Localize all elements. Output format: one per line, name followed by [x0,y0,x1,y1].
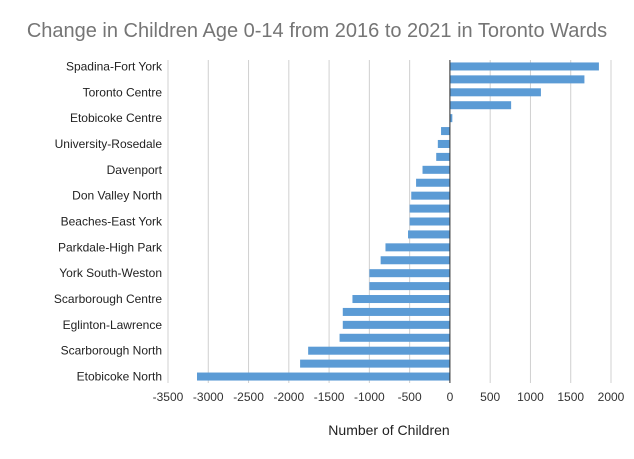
bar-17 [369,282,450,291]
bar-7 [436,152,450,161]
bar-12 [409,217,450,226]
x-axis-title: Number of Children [328,422,450,438]
y-category-label: Beaches-East York [61,215,163,229]
x-tick-label: 0 [447,390,454,404]
bar-13 [408,230,450,239]
y-category-label: Etobicoke Centre [70,111,162,125]
y-category-label: University-Rosedale [55,137,163,151]
bar-9 [416,178,450,187]
bar-19 [342,307,450,316]
bar-16 [369,269,450,278]
x-tick-label: 2000 [598,390,625,404]
bar-3 [449,101,512,110]
y-category-label: Don Valley North [72,189,162,203]
bar-14 [385,243,450,252]
y-category-label: Eglinton-Lawrence [63,318,163,332]
bar-0 [449,62,599,71]
bar-6 [437,139,450,148]
bar-5 [441,127,450,136]
bar-15 [380,256,450,265]
y-category-label: Scarborough North [61,344,162,358]
x-tick-label: -2500 [233,390,264,404]
x-tick-label: -2000 [273,390,304,404]
y-category-label: York South-Weston [59,266,162,280]
x-tick-label: 1000 [517,390,544,404]
bar-11 [409,204,450,213]
y-category-label: Etobicoke North [77,370,162,384]
chart-title: Change in Children Age 0-14 from 2016 to… [26,20,608,42]
x-tick-label: -3000 [193,390,224,404]
y-category-label: Parkdale-High Park [58,240,163,254]
bar-10 [411,191,450,200]
x-tick-label: -1000 [354,390,385,404]
bar-23 [300,359,450,368]
x-tick-label: -1500 [314,390,345,404]
y-category-label: Davenport [107,163,163,177]
bar-22 [308,346,450,355]
bar-2 [449,88,541,97]
bar-1 [449,75,585,84]
bar-18 [352,295,450,304]
x-tick-label: 500 [480,390,500,404]
y-category-label: Toronto Centre [83,85,163,99]
bar-21 [339,333,450,342]
y-category-label: Spadina-Fort York [66,59,163,73]
bar-8 [422,165,450,174]
x-tick-label: 1500 [557,390,584,404]
x-tick-label: -500 [398,390,422,404]
bar-20 [342,320,450,329]
y-category-label: Scarborough Centre [54,292,162,306]
bar-4 [449,114,453,123]
bar-24 [196,372,450,381]
x-tick-label: -3500 [153,390,184,404]
